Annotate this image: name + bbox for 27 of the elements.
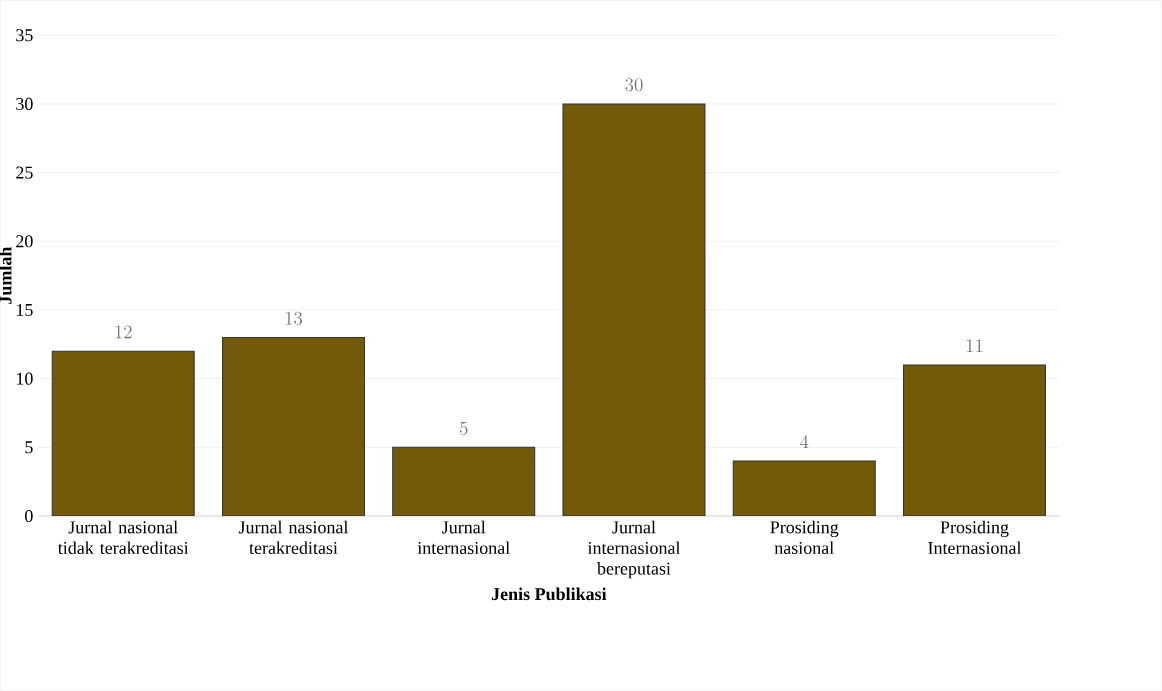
y-tick-label: 15	[16, 303, 33, 316]
y-tick-label: 0	[25, 509, 33, 522]
data-label: 12	[115, 325, 132, 339]
data-label: 11	[966, 339, 983, 352]
x-tick-label: Prosiding Internasional	[928, 520, 1022, 554]
bar	[51, 350, 195, 516]
x-tick-label: Jurnal nasional terakreditasi	[238, 520, 349, 554]
y-tick-label: 35	[16, 29, 33, 42]
x-axis-title: Jenis Publikasi	[491, 587, 607, 601]
bar	[902, 364, 1046, 516]
bar	[221, 336, 365, 516]
x-tick-label: Jurnal internasional bereputasi	[587, 520, 681, 579]
y-tick-label: 30	[16, 97, 33, 110]
x-tick-label: Jurnal nasional tidak terakreditasi	[57, 520, 189, 554]
y-tick-label: 20	[16, 235, 33, 248]
data-label: 5	[459, 421, 468, 435]
y-tick-label: 10	[16, 372, 33, 385]
y-tick-label: 25	[16, 166, 33, 179]
x-tick-label: Prosiding nasional	[770, 520, 839, 554]
data-label: 30	[625, 78, 643, 92]
bar	[562, 103, 706, 516]
data-label: 4	[800, 435, 809, 449]
x-tick-label: Jurnal internasional	[417, 520, 510, 554]
y-tick-label: 5	[25, 441, 33, 454]
data-label: 13	[285, 311, 303, 325]
bar	[732, 460, 876, 516]
bar	[392, 446, 536, 516]
